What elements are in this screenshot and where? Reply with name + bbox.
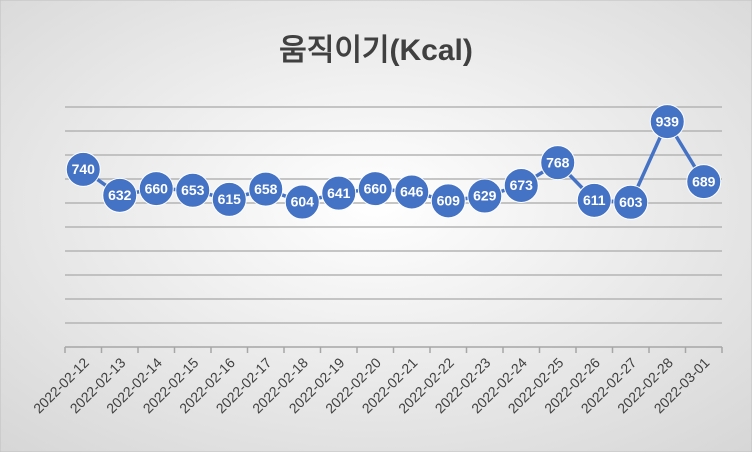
data-label: 604 [291, 194, 315, 210]
data-point [357, 171, 393, 207]
data-point [138, 171, 174, 207]
data-label: 632 [108, 187, 132, 203]
data-label: 603 [619, 194, 643, 210]
data-point [321, 175, 357, 211]
data-point [576, 182, 612, 218]
data-label: 660 [145, 180, 169, 196]
data-label: 629 [473, 188, 497, 204]
data-label: 740 [72, 161, 96, 177]
data-label: 615 [218, 191, 242, 207]
data-point [65, 151, 101, 187]
data-point [430, 183, 466, 219]
data-point [503, 167, 539, 203]
data-label: 641 [327, 185, 351, 201]
data-point [175, 172, 211, 208]
data-point [686, 164, 722, 200]
data-point [467, 178, 503, 214]
chart-title: 움직이기(Kcal) [279, 34, 473, 67]
data-point [613, 184, 649, 220]
data-label: 646 [400, 184, 424, 200]
data-point [248, 171, 284, 207]
data-label: 658 [254, 181, 278, 197]
data-point [394, 174, 430, 210]
data-point [649, 104, 685, 140]
data-label: 609 [437, 193, 461, 209]
data-label: 768 [546, 154, 570, 170]
data-label: 689 [692, 173, 716, 189]
data-point [211, 181, 247, 217]
data-label: 653 [181, 182, 205, 198]
data-label: 611 [583, 192, 606, 208]
data-point [284, 184, 320, 220]
data-point [540, 145, 576, 181]
data-label: 673 [510, 177, 534, 193]
data-label: 660 [364, 180, 388, 196]
data-point [102, 177, 138, 213]
data-label: 939 [656, 113, 680, 129]
